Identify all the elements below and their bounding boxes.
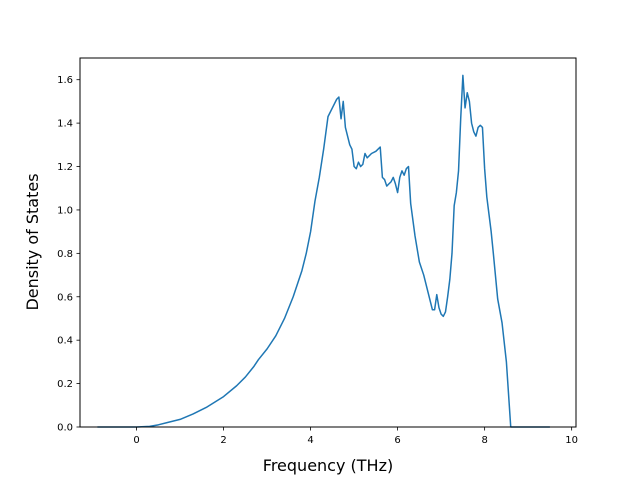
y-tick-label: 0.8 bbox=[57, 249, 73, 260]
plot-background bbox=[80, 58, 576, 427]
x-tick-label: 2 bbox=[220, 435, 226, 446]
x-tick-label: 8 bbox=[481, 435, 487, 446]
y-tick-label: 0.0 bbox=[57, 423, 73, 434]
y-tick-label: 0.2 bbox=[57, 379, 73, 390]
y-tick-label: 0.6 bbox=[57, 292, 73, 303]
series-line-0 bbox=[97, 74, 550, 428]
y-axis-label: Density of States bbox=[23, 173, 42, 310]
plot-frame bbox=[79, 57, 577, 428]
y-tick-label: 1.0 bbox=[57, 205, 73, 216]
x-axis-label: Frequency (THz) bbox=[263, 456, 393, 475]
y-tick-label: 0.4 bbox=[57, 336, 73, 347]
y-tick-label: 1.2 bbox=[57, 162, 73, 173]
x-axis: 0 2 4 6 8 10 bbox=[133, 427, 578, 446]
x-tick-label: 10 bbox=[565, 435, 578, 446]
x-tick-label: 6 bbox=[394, 435, 400, 446]
x-tick-label: 0 bbox=[133, 435, 139, 446]
x-tick-label: 4 bbox=[307, 435, 313, 446]
y-axis: 0.0 0.2 0.4 0.6 0.8 1.0 1.2 1.4 1.6 bbox=[57, 75, 80, 434]
y-tick-label: 1.4 bbox=[57, 119, 73, 130]
y-tick-label: 1.6 bbox=[57, 75, 73, 86]
series-layer bbox=[97, 74, 550, 428]
